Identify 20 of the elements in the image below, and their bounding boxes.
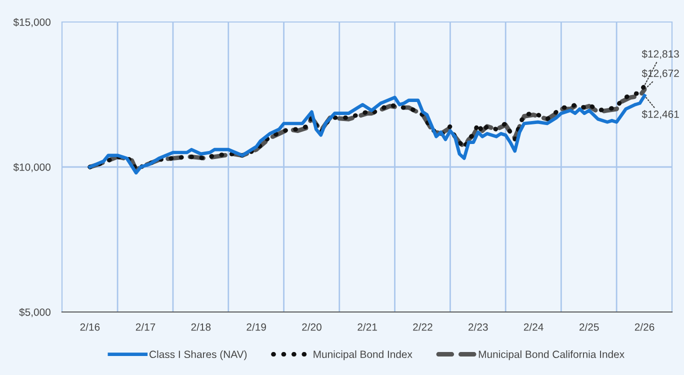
x-tick-label: 2/17 [136,323,156,331]
y-tick-label: $5,000 [19,308,50,318]
x-tick-label: 2/25 [579,323,599,331]
x-tick-label: 2/20 [302,323,322,331]
y-tick-label: $10,000 [13,163,50,172]
legend-label: Municipal Bond California Index [478,350,624,360]
y-tick-label: $15,000 [13,18,50,28]
legend-label: Municipal Bond Index [314,350,412,360]
x-tick-label: 2/23 [468,323,488,331]
x-tick-label: 2/21 [358,323,377,331]
x-tick-label: 2/18 [191,323,211,331]
x-tick-label: 2/26 [634,323,654,331]
annotation: $12,461 [642,110,679,120]
annotation: $12,813 [642,50,679,59]
x-tick-label: 2/24 [524,323,544,331]
x-tick-label: 2/19 [246,323,266,331]
annotation: $12,672 [642,69,679,78]
x-tick-label: 2/16 [80,323,100,331]
x-tick-label: 2/22 [413,323,432,331]
legend-label: Class I Shares (NAV) [150,350,247,360]
